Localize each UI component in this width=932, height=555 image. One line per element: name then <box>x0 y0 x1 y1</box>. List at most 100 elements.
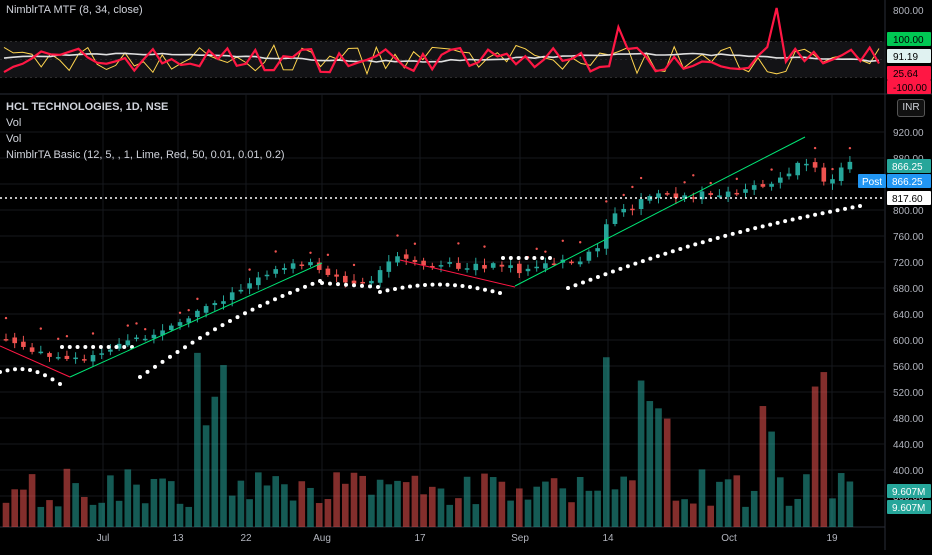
sar-dot <box>468 285 472 290</box>
sar-dot <box>618 266 623 271</box>
volume-bar <box>707 505 714 527</box>
sar-dot <box>745 228 750 233</box>
sar-dot <box>508 256 513 260</box>
volume-bar <box>411 475 419 527</box>
time-axis-tick: 22 <box>240 533 252 544</box>
sar-dot <box>243 311 247 316</box>
price-axis-tick: 680.00 <box>893 284 924 295</box>
candle-body <box>769 183 774 187</box>
sar-dot <box>475 286 480 291</box>
signal-marker <box>683 181 686 184</box>
candle-body <box>760 184 766 187</box>
sar-dot <box>303 284 307 289</box>
signal-marker <box>309 251 312 254</box>
sar-dot <box>790 217 795 222</box>
sar-dot <box>595 274 600 279</box>
sar-dot <box>625 264 630 269</box>
symbol-title[interactable]: HCL TECHNOLOGIES, 1D, NSE <box>6 101 169 113</box>
signal-marker <box>639 176 643 180</box>
sar-dot <box>828 209 833 214</box>
signal-marker <box>196 297 199 301</box>
legend-nimblrta-basic[interactable]: NimblrTA Basic (12, 5, , 1, Lime, Red, 5… <box>6 149 285 161</box>
candle-body <box>517 263 522 274</box>
candle-body <box>99 353 104 355</box>
candle-body <box>743 189 748 193</box>
sar-dot <box>738 229 743 234</box>
candle-body <box>73 357 78 360</box>
volume-bar <box>54 506 62 527</box>
legend-vol-2[interactable]: Vol <box>6 133 22 145</box>
signal-marker <box>178 311 182 314</box>
sar-dot <box>768 222 773 227</box>
volume-bar <box>698 469 706 527</box>
indicator-value-badge <box>887 80 931 94</box>
candle-body <box>403 254 409 259</box>
candle-body <box>543 263 548 269</box>
candle-body <box>412 259 418 263</box>
indicator-value-badge <box>887 32 931 46</box>
candle-body <box>830 179 835 184</box>
volume-bar <box>281 484 288 527</box>
sar-dot <box>580 280 585 285</box>
volume-bar <box>81 496 88 527</box>
candle-body <box>195 310 200 318</box>
candle-body <box>482 265 487 269</box>
volume-bar <box>620 476 627 527</box>
sar-dot <box>445 282 450 287</box>
volume-bar <box>46 500 53 527</box>
sar-dot <box>633 261 638 266</box>
sar-dot <box>723 233 728 238</box>
price-axis-tick: 600.00 <box>893 336 924 347</box>
time-axis-tick: Jul <box>97 533 110 544</box>
volume-bar <box>559 488 567 527</box>
volume-bar <box>594 490 601 527</box>
post-label-text: Post <box>862 177 882 188</box>
sar-dot <box>198 336 202 341</box>
sar-dot <box>783 219 788 224</box>
sar-dot <box>58 382 62 386</box>
indicator-title[interactable]: NimblrTA MTF (8, 34, close) <box>6 4 143 16</box>
candle-body <box>142 338 148 341</box>
candle-body <box>595 248 600 252</box>
sar-dot <box>490 289 495 294</box>
legend-vol-1[interactable]: Vol <box>6 117 22 129</box>
candle-body <box>299 264 305 266</box>
candle-body <box>430 265 435 268</box>
candle-body <box>47 353 52 357</box>
currency-button[interactable]: INR <box>897 99 925 117</box>
sar-dot <box>190 340 195 345</box>
volume-bar <box>768 431 775 527</box>
sar-dot <box>13 367 17 372</box>
trend-line-red <box>399 259 516 288</box>
sar-dot <box>235 315 240 320</box>
volume-bar <box>63 468 71 527</box>
sar-dot <box>430 282 435 287</box>
trend-line-lime <box>69 262 323 378</box>
candle-body <box>612 213 618 224</box>
post-price-badge <box>887 174 931 188</box>
candle-body <box>395 256 400 263</box>
volume-bar <box>542 481 549 527</box>
signal-marker <box>135 322 138 325</box>
candle-body <box>586 251 592 261</box>
candle-body <box>499 264 505 267</box>
candle-body <box>203 306 209 313</box>
indicator-value-badge-label: -100.00 <box>893 83 927 94</box>
volume-bar <box>72 483 79 527</box>
sar-dot <box>138 375 142 379</box>
volume-bar <box>611 489 619 527</box>
sar-dot <box>805 214 810 219</box>
time-axis-tick: Oct <box>721 533 737 544</box>
sar-dot <box>258 304 262 309</box>
volume-bar <box>803 474 810 527</box>
candle-body <box>708 193 713 195</box>
sar-dot <box>483 287 487 292</box>
volume-bar <box>141 503 149 527</box>
sar-dot <box>35 370 40 375</box>
candle-body <box>134 337 139 340</box>
sar-dot <box>501 256 505 260</box>
volume-bar <box>37 506 45 527</box>
sar-dot <box>360 283 364 288</box>
